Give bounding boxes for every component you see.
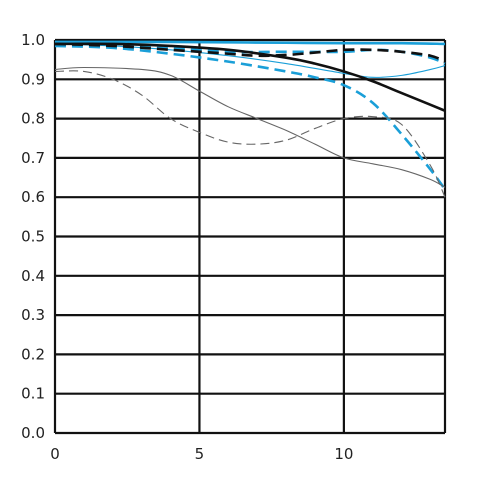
series-line-7 [54,70,446,198]
y-tick-label: 0.7 [21,149,45,167]
x-axis-tick-labels: 0 5 10 [50,445,353,463]
y-tick-label: 0.4 [21,267,45,285]
series-line-4 [54,42,446,112]
y-axis-tick-labels: 0.0 0.1 0.2 0.3 0.4 0.5 0.6 0.7 0.8 0.9 1.0 [21,31,45,442]
y-tick-label: 0.3 [21,306,45,324]
series-line-3 [54,44,447,191]
y-tick-label: 0.0 [21,424,45,442]
y-tick-label: 0.2 [21,345,45,363]
y-tick-label: 0.8 [21,110,45,128]
x-tick-label: 10 [334,445,353,463]
series-lines [54,40,447,198]
y-tick-label: 0.1 [21,385,45,403]
series-line-5 [54,42,446,63]
series-line-0 [54,40,446,46]
x-tick-label: 0 [50,445,60,463]
y-tick-label: 1.0 [21,31,45,49]
y-tick-label: 0.9 [21,70,45,88]
y-tick-label: 0.5 [21,228,45,246]
grid [53,38,447,435]
series-line-6 [54,66,446,188]
x-tick-label: 5 [195,445,205,463]
y-tick-label: 0.6 [21,188,45,206]
